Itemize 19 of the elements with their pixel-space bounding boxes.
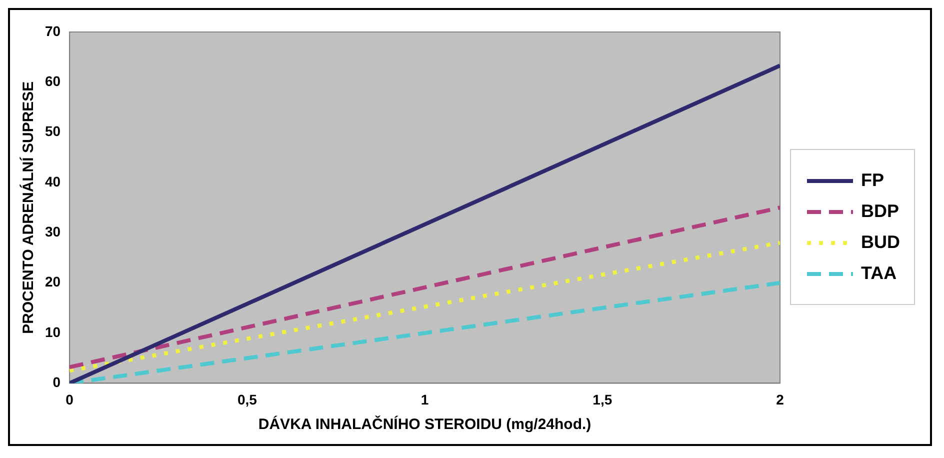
x-tick-label: 0 <box>66 391 74 408</box>
y-tick-label: 30 <box>44 224 61 240</box>
y-tick-label: 20 <box>44 274 61 290</box>
y-tick-label: 40 <box>44 173 61 190</box>
legend-label: TAA <box>861 263 897 284</box>
y-tick-label: 0 <box>52 374 61 390</box>
legend-label: FP <box>861 170 884 191</box>
x-tick-label: 0,5 <box>237 391 258 408</box>
y-axis-title: PROCENTO ADRENÁLNÍ SUPRESE <box>19 81 38 334</box>
x-axis-title: DÁVKA INHALAČNÍHO STEROIDU (mg/24hod.) <box>258 415 592 434</box>
y-tick-label: 50 <box>44 123 61 140</box>
x-tick-label: 1,5 <box>592 391 612 408</box>
legend-label: BDP <box>861 201 900 222</box>
y-tick-label: 70 <box>44 22 61 39</box>
x-tick-label: 2 <box>776 391 784 408</box>
y-tick-label: 60 <box>44 73 61 90</box>
x-tick-label: 1 <box>420 391 429 408</box>
legend-label: BUD <box>861 232 900 253</box>
y-tick-label: 10 <box>44 324 61 340</box>
